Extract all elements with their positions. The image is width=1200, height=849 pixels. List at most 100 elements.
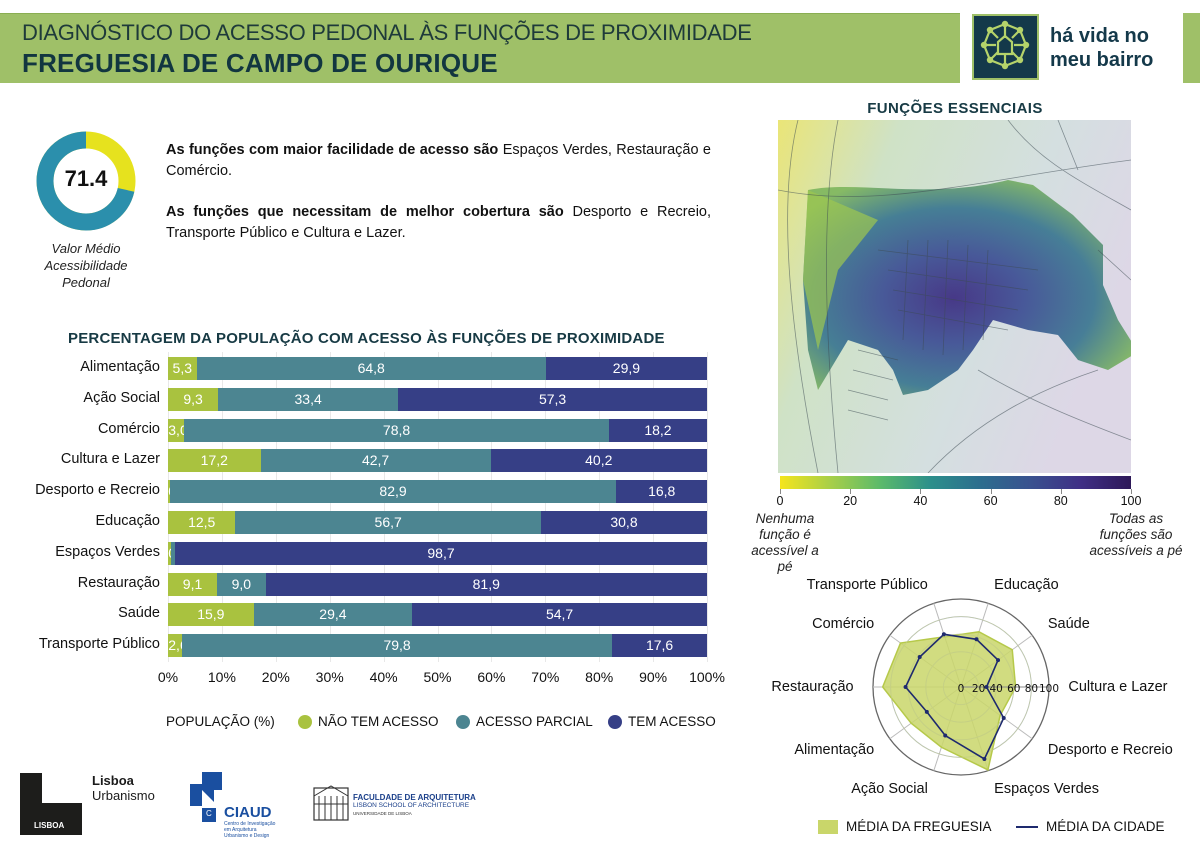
bar-value-label: 3,0 — [168, 421, 188, 438]
ciaud-sub-1: Centro de Investigação — [224, 821, 276, 827]
radar-point-cidade — [941, 632, 946, 637]
legend-item-media-cidade: MÉDIA DA CIDADE — [1016, 819, 1165, 834]
category-label: Saúde — [118, 605, 160, 622]
lu-line-1: Lisboa — [92, 773, 134, 788]
colorbar-tick-label: 40 — [913, 494, 928, 508]
x-tick-label: 50% — [423, 669, 452, 685]
radar-point-cidade — [996, 658, 1001, 663]
legend-label: MÉDIA DA FREGUESIA — [846, 819, 992, 834]
donut-caption: Valor Médio Acessibilidade Pedonal — [44, 241, 128, 290]
colorbar-tick — [990, 489, 992, 494]
bar-value-label: 17,6 — [645, 637, 674, 654]
radar-r-tick-label: 100 — [1039, 683, 1059, 695]
map-title: FUNÇÕES ESSENCIAIS — [867, 100, 1043, 117]
brand-line-2: meu bairro — [1050, 49, 1154, 71]
gridline — [653, 352, 655, 662]
colorbar-tick-label: 60 — [983, 494, 998, 508]
radar-r-tick-label: 20 — [972, 683, 985, 695]
brand-name: há vida no meu bairro — [1050, 24, 1153, 72]
legend-label: NÃO TEM ACESSO — [318, 714, 439, 729]
radar-point-cidade — [982, 756, 987, 761]
colorbar-tick — [850, 489, 852, 494]
category-label: Alimentação — [80, 359, 160, 375]
bar-value-label: 56,7 — [374, 514, 402, 530]
bar-segment — [490, 449, 707, 473]
ciaud-title: CIAUD — [224, 804, 272, 821]
header-band — [0, 13, 960, 83]
bar-segment — [168, 634, 182, 658]
gridline — [383, 352, 385, 662]
legend-item-nao-tem-acesso: NÃO TEM ACESSO — [298, 714, 439, 729]
bar-value-label: 17,2 — [200, 452, 228, 469]
bar-legend-title: POPULAÇÃO (%) — [166, 714, 275, 729]
bar-value-label: 64,8 — [357, 360, 385, 376]
gridline — [599, 352, 601, 662]
category-label: Transporte Público — [38, 636, 160, 653]
summary-text: As funções com maior facilidade de acess… — [166, 140, 711, 264]
bar-segment — [182, 634, 613, 658]
radar-point-cidade — [1001, 716, 1006, 721]
summary-best-list: Espaços Verdes, Restauração e Comércio. — [166, 142, 711, 179]
radar-r-tick-label: 0 — [958, 683, 965, 695]
colorbar-tick — [920, 489, 922, 494]
fa-line-1: FACULDADE DE ARQUITETURA — [353, 793, 476, 802]
accessibility-donut — [36, 131, 136, 231]
bar-segment — [217, 572, 266, 596]
donut-value-arc — [36, 131, 136, 231]
bar-segment — [612, 634, 707, 658]
radar-point-cidade — [903, 685, 908, 689]
bar-segment — [235, 511, 541, 534]
bar-value-label: 30,8 — [610, 514, 638, 530]
category-label: Espaços Verdes — [55, 543, 160, 560]
lisboa-urbanismo-logo: Lisboa Urbanismo — [92, 773, 155, 803]
radar-axis-label: Cultura e Lazer — [1068, 679, 1168, 695]
page-subtitle: FREGUESIA DE CAMPO DE OURIQUE — [22, 48, 498, 78]
bar-segment — [168, 480, 170, 504]
bar-segment — [168, 541, 171, 565]
bar-value-label: 5,3 — [172, 360, 193, 376]
gridline — [437, 352, 439, 662]
bar-value-label: 33,4 — [294, 390, 322, 407]
radar-point-cidade — [984, 685, 989, 689]
gridline — [168, 352, 169, 662]
bar-segment — [168, 511, 236, 534]
bar-segment — [616, 480, 707, 504]
gridline — [545, 352, 547, 662]
bar-segment — [170, 541, 175, 565]
ciaud-letter: C — [206, 809, 212, 818]
bar-chart-title: PERCENTAGEM DA POPULAÇÃO COM ACESSO ÀS F… — [68, 330, 665, 347]
bar-segment — [175, 541, 707, 565]
summary-best-lead: As funções com maior facilidade de acess… — [166, 142, 499, 158]
map-colorbar — [780, 476, 1131, 489]
ciaud-sub-2: em Arquitetura — [224, 827, 257, 833]
legend-line-icon — [1016, 825, 1038, 828]
bar-segment — [218, 387, 399, 411]
x-tick-label: 60% — [477, 669, 506, 685]
category-label: Comércio — [97, 420, 160, 437]
summary-worst: As funções que necessitam de melhor cobe… — [166, 202, 711, 244]
bar-value-label: 9,1 — [182, 575, 203, 592]
gridline — [707, 352, 708, 662]
bar-segment — [168, 572, 218, 596]
radar-axis-label: Transporte Público — [806, 576, 928, 593]
bar-segment — [168, 418, 185, 442]
radar-axis-label: Alimentação — [794, 742, 875, 759]
radar-point-cidade — [943, 733, 948, 738]
category-label: Educação — [95, 513, 161, 529]
bar-segment — [253, 603, 413, 627]
category-label: Restauração — [77, 574, 160, 591]
accessibility-map[interactable] — [778, 120, 1131, 473]
radar-axis-label: Ação Social — [851, 781, 928, 798]
colorbar-tick — [1131, 489, 1132, 494]
fa-line-2: LISBON SCHOOL OF ARCHITECTURE — [353, 802, 470, 809]
ciaud-logo: C CIAUD Centro de Investigação em Arquit… — [190, 772, 290, 839]
bar-segment — [168, 387, 219, 411]
colorbar-tick-label: 20 — [843, 494, 858, 508]
legend-label: ACESSO PARCIAL — [476, 714, 593, 729]
radar-axis-label: Espaços Verdes — [994, 781, 1099, 798]
x-tick-label: 0% — [157, 669, 179, 685]
brand-line-1: há vida no — [1050, 25, 1149, 47]
legend-dot-icon — [298, 714, 312, 729]
x-tick-label: 30% — [315, 669, 344, 685]
bar-value-label: 9,0 — [231, 575, 252, 592]
